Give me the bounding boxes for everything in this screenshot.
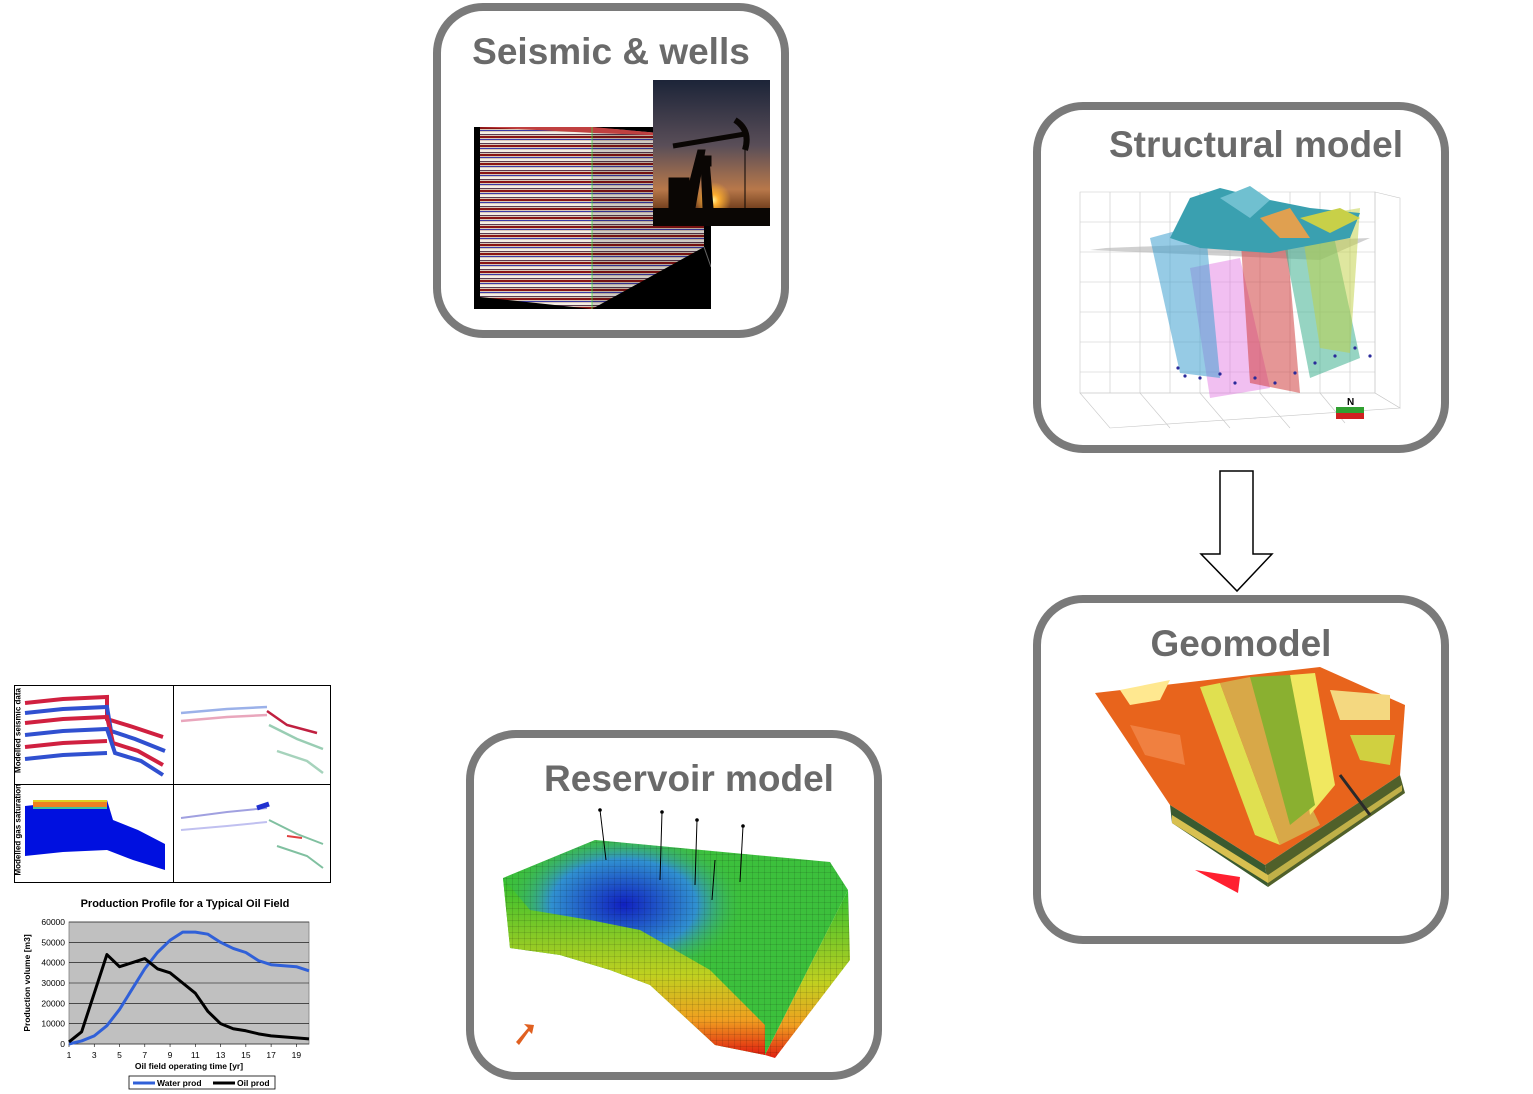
legend-label: Oil prod: [237, 1078, 270, 1088]
x-tick-label: 7: [142, 1050, 147, 1060]
seismic-panel-top-right: [180, 705, 324, 774]
x-tick-label: 17: [266, 1050, 276, 1060]
down-arrow: [1199, 470, 1274, 593]
x-tick-label: 11: [191, 1050, 200, 1060]
y-tick-label: 30000: [41, 978, 65, 988]
x-tick-label: 9: [168, 1050, 173, 1060]
production-chart-title: Production Profile for a Typical Oil Fie…: [80, 898, 290, 910]
reservoir-model-image: [503, 808, 850, 1058]
x-tick-label: 1: [67, 1050, 72, 1060]
series-line-oil-prod: [68, 953, 310, 1044]
x-tick-label: 13: [216, 1050, 226, 1060]
x-axis-label: Oil field operating time [yr]: [135, 1061, 243, 1071]
structural-model-title: Structural model: [1109, 124, 1403, 165]
y-tick-label: 50000: [41, 937, 65, 947]
x-tick-label: 15: [241, 1050, 251, 1060]
series-line-water-prod: [68, 930, 310, 1046]
y-tick-label: 60000: [41, 917, 65, 927]
y-axis-label: Production volume [m3]: [22, 934, 32, 1031]
seismic-wells-title: Seismic & wells: [472, 31, 750, 72]
gas-saturation-label: Modelled gas saturation: [13, 783, 23, 876]
structural-model-image: N: [1070, 178, 1410, 440]
y-tick-label: 40000: [41, 958, 65, 968]
x-tick-label: 19: [292, 1050, 302, 1060]
x-tick-label: 5: [117, 1050, 122, 1060]
seismic-panels: Modelled seismic data Modelled gas satur…: [14, 685, 331, 883]
geomodel-image: [1095, 667, 1405, 893]
geomodel-title: Geomodel: [1150, 623, 1332, 664]
pump-jack-photo: [653, 80, 770, 226]
reservoir-model-title: Reservoir model: [544, 758, 834, 799]
x-tick-label: 3: [92, 1050, 97, 1060]
legend-box: [128, 1075, 276, 1090]
y-tick-label: 10000: [41, 1019, 65, 1029]
saturation-panel-bottom-left: [25, 800, 165, 870]
y-tick-label: 20000: [41, 998, 65, 1008]
seismic-panel-top-left: [24, 694, 166, 777]
compass-label: N: [1347, 397, 1354, 408]
legend-label: Water prod: [157, 1078, 202, 1088]
y-tick-label: 0: [60, 1039, 65, 1049]
saturation-panel-bottom-right: [180, 801, 324, 869]
seismic-data-label: Modelled seismic data: [13, 688, 23, 773]
